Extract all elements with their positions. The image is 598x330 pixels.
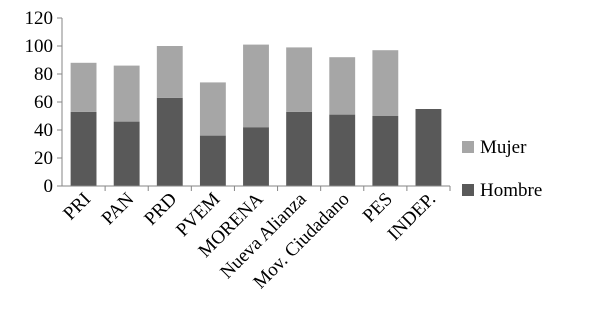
bar-mujer-0 xyxy=(70,62,97,112)
x-category-label: PES xyxy=(359,189,397,227)
legend-label-hombre: Hombre xyxy=(480,180,542,201)
bar-mujer-3 xyxy=(199,82,226,136)
y-tick-label: 0 xyxy=(44,176,54,197)
y-tick-label: 100 xyxy=(25,36,54,57)
legend-label-mujer: Mujer xyxy=(480,137,527,158)
bar-hombre-3 xyxy=(199,135,226,186)
bar-hombre-2 xyxy=(156,97,183,186)
bar-mujer-5 xyxy=(286,47,313,112)
legend-swatch-hombre xyxy=(462,184,474,196)
y-axis-ticks: 0 20 40 60 80 100 120 xyxy=(25,8,62,197)
bar-mujer-7 xyxy=(372,50,399,117)
legend-swatch-mujer xyxy=(462,141,474,153)
bar-mujer-4 xyxy=(243,44,269,128)
bar-hombre-4 xyxy=(243,127,269,186)
bar-hombre-0 xyxy=(70,111,97,186)
bar-mujer-1 xyxy=(113,65,140,122)
x-category-label: PRI xyxy=(59,189,95,225)
bar-hombre-6 xyxy=(329,114,356,186)
bar-hombre-8 xyxy=(415,109,442,186)
y-tick-label: 120 xyxy=(25,8,54,29)
legend: Mujer Hombre xyxy=(462,137,542,201)
bar-hombre-7 xyxy=(372,116,399,186)
bar-mujer-6 xyxy=(329,57,356,115)
y-tick-label: 20 xyxy=(34,148,53,169)
bar-mujer-2 xyxy=(156,46,183,98)
x-category-label: PAN xyxy=(98,188,139,229)
y-tick-label: 40 xyxy=(34,120,53,141)
bars xyxy=(70,44,451,191)
x-category-label: INDEP. xyxy=(384,189,440,245)
bar-hombre-1 xyxy=(113,121,140,186)
y-tick-label: 80 xyxy=(34,64,53,85)
bar-hombre-5 xyxy=(286,111,313,186)
y-tick-label: 60 xyxy=(34,92,53,113)
